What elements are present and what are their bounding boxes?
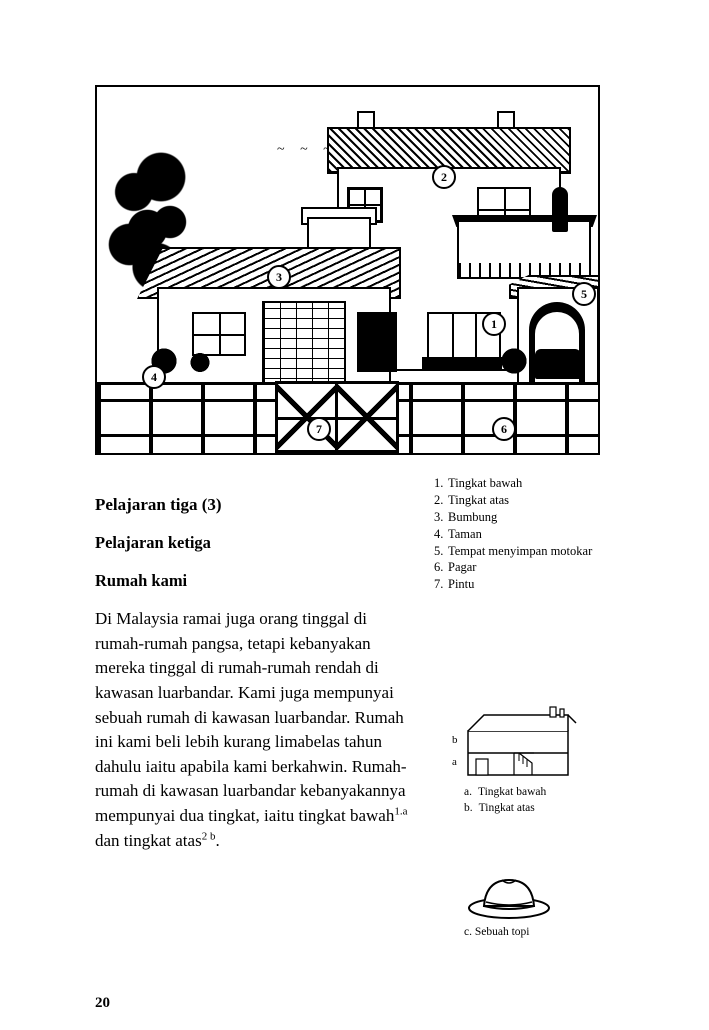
flowerbox	[422, 357, 502, 369]
main-legend: 1.Tingkat bawah 2.Tingkat atas 3.Bumbung…	[434, 475, 634, 593]
legend-label: Tingkat atas	[448, 492, 509, 509]
legend-label: Pagar	[448, 559, 476, 576]
body-text: Di Malaysia ramai juga orang tinggal di …	[95, 609, 407, 825]
mini-legend-label: Tingkat atas	[479, 800, 535, 816]
callout-3: 3	[267, 265, 291, 289]
brick-wall	[262, 301, 346, 391]
legend-num: 2.	[434, 492, 448, 509]
car-icon	[535, 349, 581, 379]
text-column: Pelajaran tiga (3) Pelajaran ketiga Ruma…	[95, 475, 414, 941]
sidebar-column: 1.Tingkat bawah 2.Tingkat atas 3.Bumbung…	[434, 475, 634, 941]
legend-num: 7.	[434, 576, 448, 593]
mini-legend-letter: b.	[464, 800, 473, 816]
hat-icon	[464, 866, 554, 921]
legend-num: 6.	[434, 559, 448, 576]
page: ~ ~ ~ 1 2 3	[0, 0, 709, 1030]
footnote-ref: 2 b	[202, 830, 216, 842]
body-text: dan tingkat atas	[95, 831, 202, 850]
legend-num: 5.	[434, 543, 448, 560]
balcony	[457, 222, 591, 279]
callout-7: 7	[307, 417, 331, 441]
mini-label-a: a	[452, 755, 457, 770]
callout-1: 1	[482, 312, 506, 336]
legend-num: 1.	[434, 475, 448, 492]
callout-4: 4	[142, 365, 166, 389]
legend-label: Taman	[448, 526, 482, 543]
legend-num: 3.	[434, 509, 448, 526]
mini-house-diagram: b a	[464, 703, 584, 778]
mini-label-b: b	[452, 733, 458, 748]
body-paragraph: Di Malaysia ramai juga orang tinggal di …	[95, 607, 414, 853]
footnote-ref: 1.a	[394, 805, 407, 817]
legend-num: 4.	[434, 526, 448, 543]
main-illustration: ~ ~ ~ 1 2 3	[95, 85, 600, 455]
legend-label: Tingkat bawah	[448, 475, 522, 492]
hat-label-text: Sebuah topi	[475, 926, 530, 938]
body-text: .	[215, 831, 219, 850]
callout-2: 2	[432, 165, 456, 189]
mini-legend: a. Tingkat bawah b. Tingkat atas	[464, 784, 634, 816]
gate-icon	[275, 381, 339, 453]
lesson-ordinal-heading: Pelajaran ketiga	[95, 533, 414, 553]
hat-letter: c.	[464, 926, 472, 938]
person-icon	[552, 187, 568, 232]
lesson-title: Rumah kami	[95, 571, 414, 591]
legend-label: Tempat menyimpan motokar	[448, 543, 592, 560]
hat-caption: c. Sebuah topi	[464, 925, 634, 941]
callout-5: 5	[572, 282, 596, 306]
mini-legend-letter: a.	[464, 784, 472, 800]
fence	[97, 382, 598, 453]
page-number: 20	[95, 995, 110, 1012]
gate-icon	[335, 381, 399, 453]
lesson-number-heading: Pelajaran tiga (3)	[95, 495, 414, 515]
window-icon	[192, 312, 246, 356]
mini-legend-label: Tingkat bawah	[478, 784, 546, 800]
door-icon	[357, 312, 397, 372]
legend-label: Bumbung	[448, 509, 497, 526]
legend-label: Pintu	[448, 576, 474, 593]
callout-6: 6	[492, 417, 516, 441]
